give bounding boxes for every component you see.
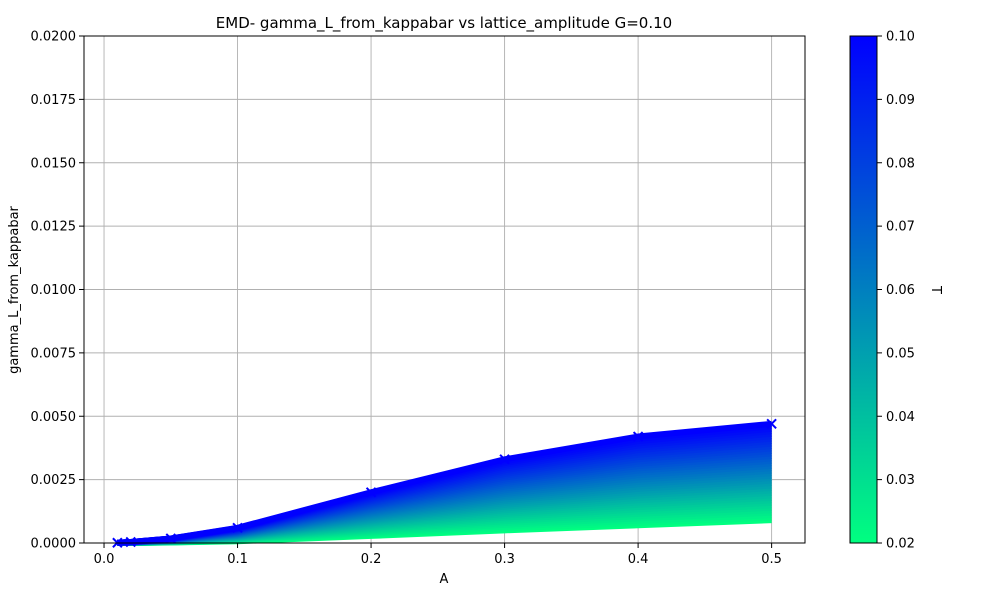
data-point-1 (125, 536, 136, 548)
data-point-5 (499, 454, 510, 465)
colorbar (849, 35, 878, 544)
x-tick-label-5: 0.5 (761, 552, 782, 567)
colorbar-tick-label-8: 0.10 (886, 30, 915, 45)
x-tick-label-4: 0.4 (628, 552, 649, 567)
series-line-39 (117, 420, 772, 546)
colorbar-tick-label-1: 0.03 (886, 473, 915, 488)
colorbar-tick-label-5: 0.07 (886, 220, 915, 235)
colorbar-label: T (928, 285, 943, 294)
data-markers (112, 418, 777, 548)
colorbar-tick-label-2: 0.04 (886, 410, 915, 425)
y-tick-label-1: 0.0025 (31, 473, 77, 488)
x-axis-label: A (440, 572, 449, 587)
chart-title: EMD- gamma_L_from_kappabar vs lattice_am… (216, 14, 672, 33)
x-tick-label-1: 0.1 (227, 552, 248, 567)
grid-lines (84, 35, 805, 544)
data-point-7 (766, 418, 777, 430)
colorbar-tick-label-6: 0.08 (886, 156, 915, 171)
x-tick-label-0: 0.0 (94, 552, 115, 567)
y-tick-label-5: 0.0125 (31, 220, 77, 235)
x-tick-label-2: 0.2 (361, 552, 382, 567)
y-tick-label-2: 0.0050 (31, 410, 77, 425)
y-tick-label-8: 0.0200 (31, 30, 77, 45)
colorbar-ticks: 0.02 0.03 0.04 0.05 0.06 0.07 0.08 0.09 0.10 (877, 30, 915, 552)
data-point-4 (365, 487, 377, 498)
colorbar-tick-label-7: 0.09 (886, 93, 915, 108)
y-axis-label: gamma_L_from_kappabar (7, 205, 22, 373)
data-point-2 (165, 533, 176, 544)
colorbar-tick-label-4: 0.06 (886, 283, 915, 298)
x-axis-ticks: 0.0 0.1 0.2 0.3 0.4 0.5 (94, 543, 782, 567)
series-lines (117, 420, 772, 546)
y-axis-ticks: 0.0000 0.0025 0.0050 0.0075 0.0100 0.0125 0.01… (31, 30, 84, 552)
data-point-6 (632, 431, 644, 442)
x-tick-label-3: 0.3 (494, 552, 515, 567)
y-tick-label-6: 0.0150 (31, 156, 77, 171)
y-tick-label-0: 0.0000 (31, 537, 77, 552)
colorbar-tick-label-0: 0.02 (886, 537, 915, 552)
y-tick-label-4: 0.0100 (31, 283, 77, 298)
y-tick-label-3: 0.0075 (31, 346, 77, 361)
data-point-3 (232, 522, 243, 533)
colorbar-tick-label-3: 0.05 (886, 346, 915, 361)
y-tick-label-7: 0.0175 (31, 93, 77, 108)
